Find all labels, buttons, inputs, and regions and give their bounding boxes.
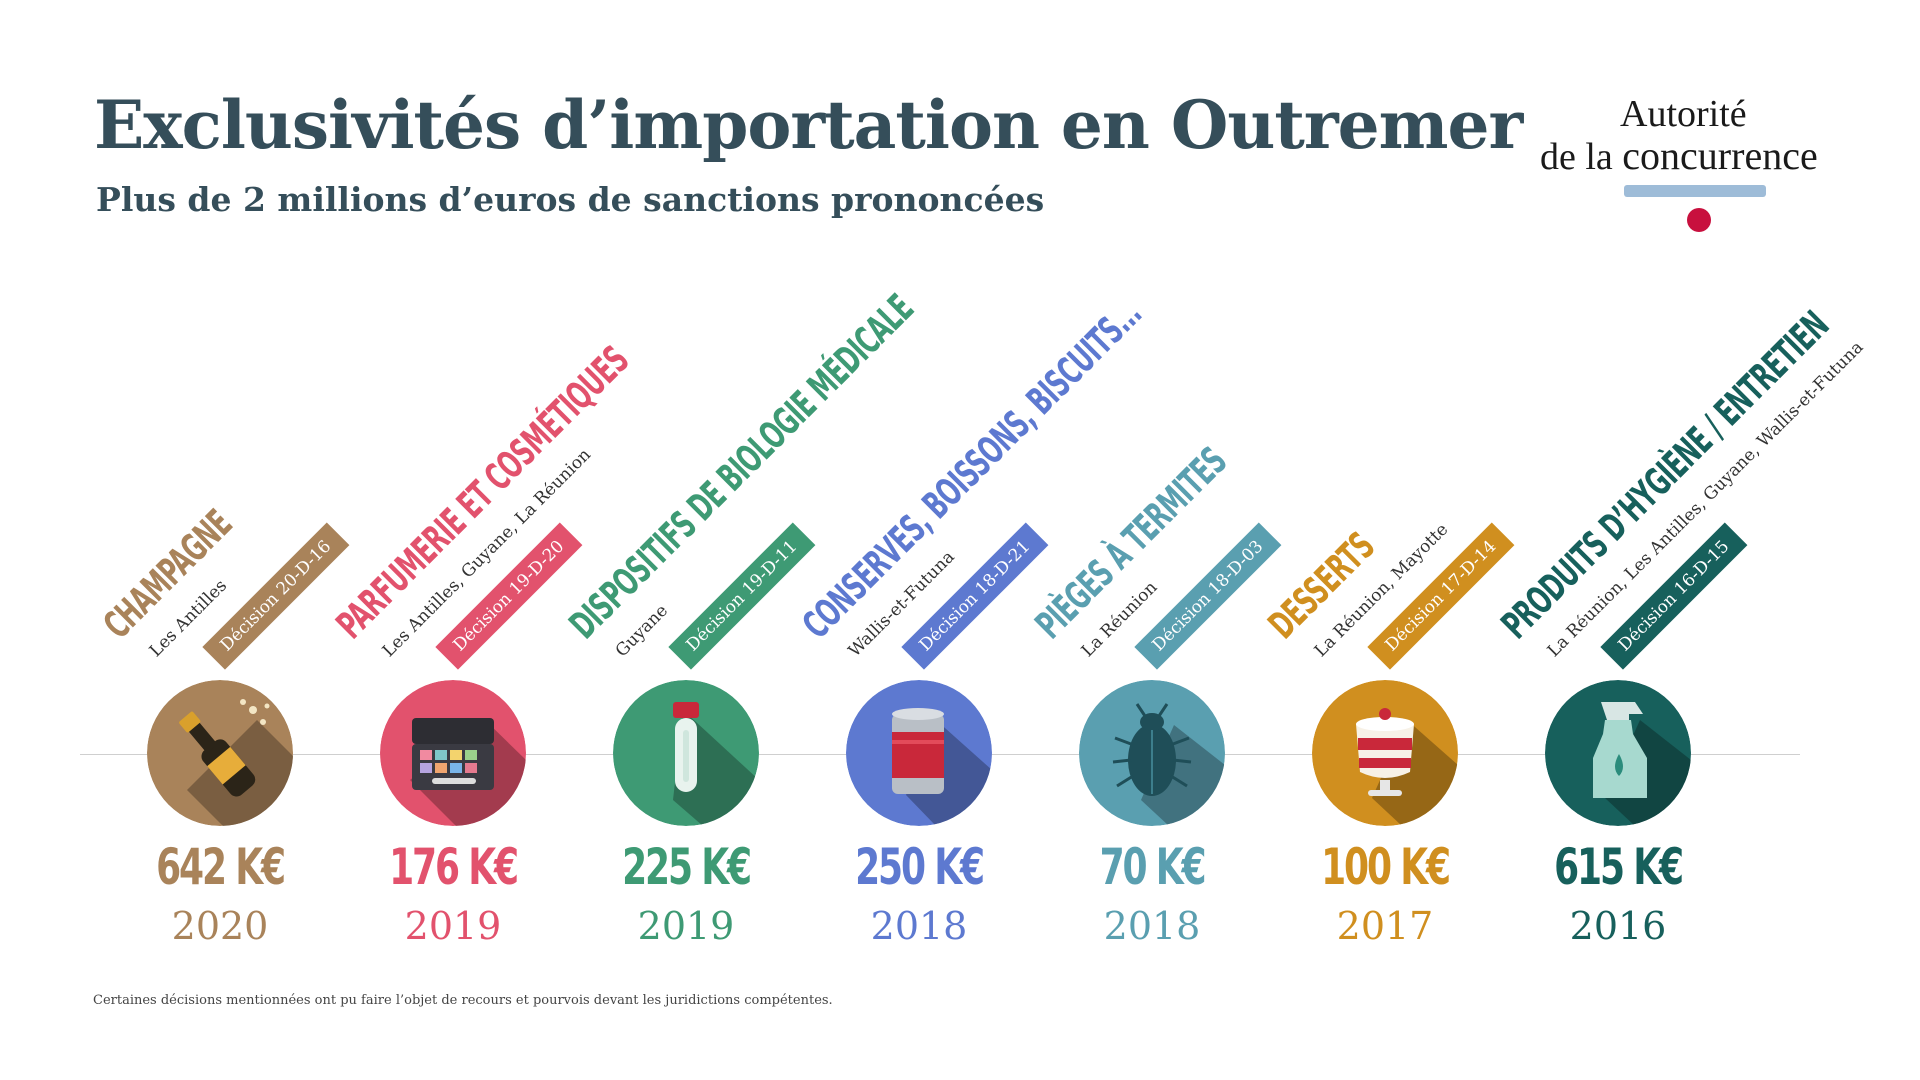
item-amount: 642 K€: [156, 838, 286, 896]
item-icon-circle: [1312, 680, 1458, 826]
item-icon-circle: [147, 680, 293, 826]
footer-note: Certaines décisions mentionnées ont pu f…: [93, 993, 833, 1008]
item-icon-circle: [846, 680, 992, 826]
autorite-concurrence-logo: Autorité de la concurrence: [1540, 92, 1870, 242]
logo-line1: Autorité: [1620, 93, 1747, 135]
termite-icon: [1079, 680, 1225, 826]
logo-red-dot: [1687, 208, 1711, 232]
timeline-item-hygiene: PRODUITS D’HYGIÈNE / ENTRETIEN La Réunio…: [1493, 0, 1868, 1080]
page-subtitle: Plus de 2 millions d’euros de sanctions …: [96, 180, 1045, 219]
item-year: 2017: [1336, 904, 1434, 948]
item-year: 2020: [171, 904, 269, 948]
logo-blue-bar: [1624, 185, 1766, 197]
tin-can-icon: [846, 680, 992, 826]
item-year: 2018: [1103, 904, 1201, 948]
champagne-bottle-icon: [147, 680, 293, 826]
timeline-item-parfumerie: PARFUMERIE ET COSMÉTIQUES Les Antilles, …: [328, 0, 637, 1080]
item-year: 2016: [1569, 904, 1667, 948]
logo-line2: de la concurrence: [1540, 132, 1818, 179]
test-tube-icon: [613, 680, 759, 826]
item-amount: 176 K€: [389, 838, 519, 896]
timeline-item-desserts: DESSERTS La Réunion, Mayotte Décision 17…: [1260, 0, 1552, 1080]
item-territory: La Réunion, Les Antilles, Guyane, Wallis…: [1543, 337, 1868, 662]
item-year: 2018: [870, 904, 968, 948]
logo-line2-small: de la: [1540, 136, 1613, 178]
item-amount: 100 K€: [1321, 838, 1451, 896]
item-year: 2019: [404, 904, 502, 948]
item-icon-circle: [380, 680, 526, 826]
item-year: 2019: [637, 904, 735, 948]
page-title: Exclusivités d’importation en Outremer: [94, 86, 1523, 164]
item-amount: 615 K€: [1554, 838, 1684, 896]
timeline-item-termites: PIÈGES À TERMITES La Réunion Décision 18…: [1027, 0, 1319, 1080]
item-icon-circle: [613, 680, 759, 826]
makeup-palette-icon: [380, 680, 526, 826]
item-amount: 70 K€: [1099, 838, 1207, 896]
timeline-item-conserves: CONSERVES, BOISSONS, BISCUITS... Wallis-…: [794, 0, 1150, 1080]
item-amount: 225 K€: [622, 838, 752, 896]
spray-bottle-icon: [1545, 680, 1691, 826]
dessert-cup-icon: [1312, 680, 1458, 826]
timeline-item-biologie: DISPOSITIFS DE BIOLOGIE MÉDICALE Guyane …: [561, 0, 922, 1080]
item-icon-circle: [1545, 680, 1691, 826]
item-icon-circle: [1079, 680, 1225, 826]
item-labels: PRODUITS D’HYGIÈNE / ENTRETIEN La Réunio…: [1493, 206, 1920, 715]
logo-line2-big: concurrence: [1622, 133, 1818, 178]
timeline-item-champagne: CHAMPAGNE Les Antilles Décision 20-D-16 …: [95, 0, 387, 1080]
item-amount: 250 K€: [855, 838, 985, 896]
